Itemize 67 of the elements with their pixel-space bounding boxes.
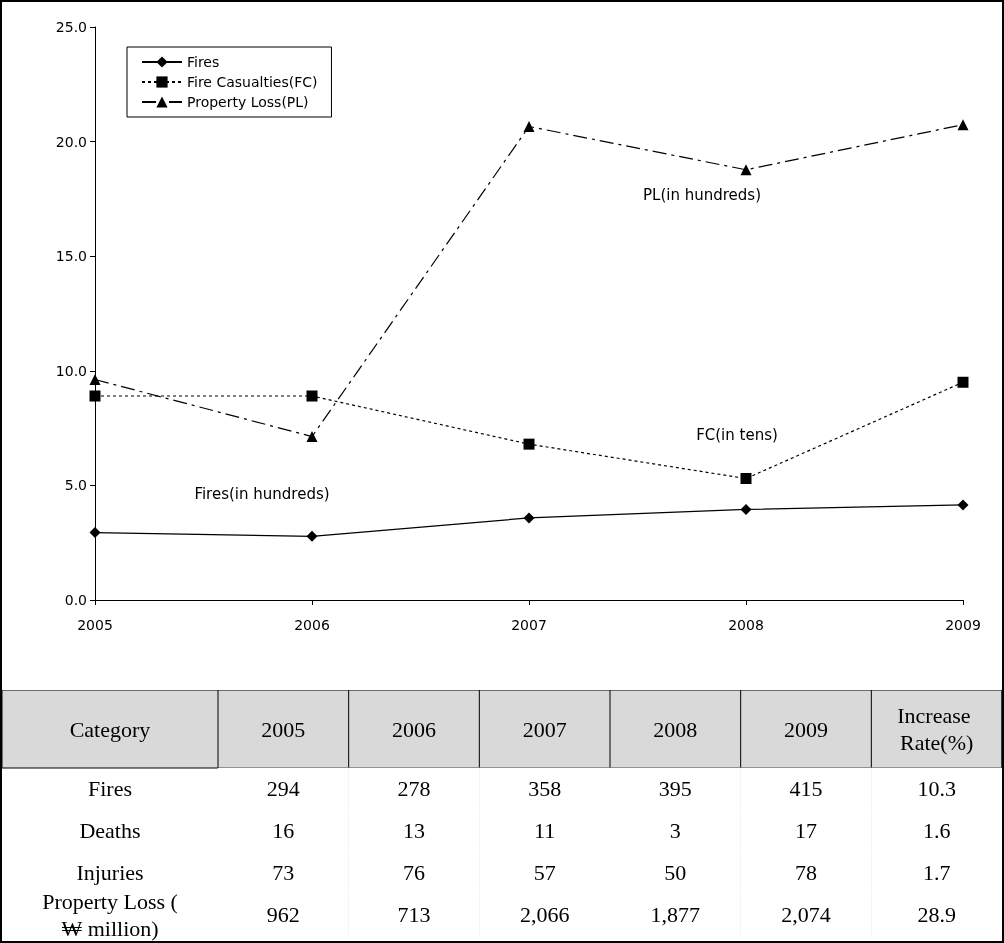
legend-label: Fire Casualties(FC) — [187, 74, 318, 90]
text: 1.7 — [922, 860, 951, 886]
text: 73 — [272, 860, 295, 886]
point — [740, 164, 752, 176]
point — [89, 390, 101, 402]
x-tick-label: 2006 — [392, 716, 436, 742]
y-tick-label: 15.0 — [55, 248, 87, 265]
x-tick-label: 2007 — [522, 716, 567, 742]
text: 10.3 — [917, 776, 956, 802]
x-tick-label: 2008 — [728, 617, 764, 633]
x-tick-label: 2008 — [653, 716, 698, 742]
x-tick-label: 2009 — [784, 716, 828, 742]
legend-label: Fires — [187, 54, 220, 70]
text: 278 — [397, 776, 431, 802]
text: 76 — [403, 860, 425, 886]
point — [957, 119, 969, 131]
text: 78 — [795, 860, 817, 886]
point — [523, 438, 535, 450]
text: 713 — [397, 902, 431, 928]
y-tick-label: 10.0 — [55, 362, 87, 379]
text: 2,074 — [781, 902, 831, 928]
text: 1.6 — [922, 818, 951, 844]
text: 415 — [789, 776, 823, 802]
point — [957, 376, 969, 388]
text: 57 — [533, 860, 556, 886]
text: 2,066 — [519, 902, 570, 928]
text: 28.9 — [917, 902, 956, 928]
text: 358 — [528, 776, 562, 802]
text: 17 — [795, 818, 817, 844]
y-tick-label: 0.0 — [64, 592, 87, 608]
text: 13 — [403, 818, 425, 844]
point — [740, 473, 752, 485]
point — [740, 503, 752, 515]
point — [306, 530, 318, 542]
y-tick-label: Injuries — [76, 860, 144, 886]
annotation: PL(in hundreds) — [643, 186, 761, 204]
point — [523, 120, 535, 132]
y-tick-label: 5.0 — [64, 477, 87, 494]
x-tick-label: 2009 — [945, 617, 981, 633]
x-tick-label: 2005 — [77, 617, 113, 633]
y-tick-label: 20.0 — [55, 133, 87, 150]
text: 50 — [664, 860, 687, 886]
point — [89, 374, 101, 386]
text: 962 — [266, 902, 300, 928]
text: 395 — [658, 776, 692, 802]
annotation: Fires(in hundreds) — [194, 485, 330, 503]
text: 294 — [266, 776, 300, 802]
y-tick-label: 25.0 — [55, 19, 87, 35]
point — [306, 431, 318, 443]
y-tick-label: Deaths — [79, 818, 141, 844]
text: 11 — [534, 818, 556, 844]
x-tick-label: 2007 — [511, 617, 547, 633]
legend-label: Property Loss(PL) — [187, 94, 309, 110]
point — [523, 512, 535, 524]
text: 1,877 — [650, 902, 701, 928]
annotation: FC(in tens) — [696, 426, 778, 444]
point — [957, 499, 969, 511]
text: 16 — [272, 818, 295, 844]
x-tick-label: 2006 — [294, 617, 330, 633]
point — [89, 527, 101, 539]
y-tick-label: Fires — [88, 776, 132, 802]
y-axis-title: Category — [69, 716, 151, 742]
y-tick-label: Property Loss (₩ million) — [42, 888, 178, 941]
x-tick-label: Increase Rate(%) — [897, 703, 977, 755]
text: 3 — [669, 818, 681, 844]
point — [306, 390, 318, 402]
x-tick-label: 2005 — [261, 716, 306, 742]
